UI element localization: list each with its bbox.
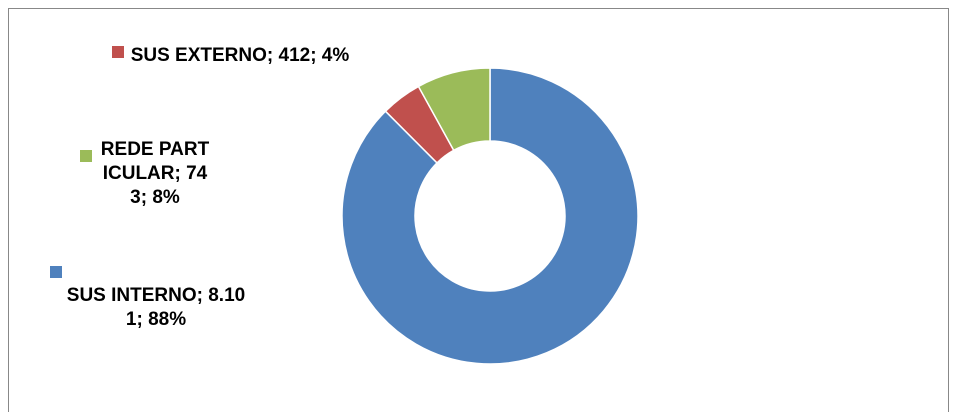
- data-label: SUS EXTERNO; 412; 4%: [130, 45, 350, 66]
- legend-marker: [50, 266, 62, 278]
- donut-slice: [417, 67, 491, 152]
- data-label: SUS INTERNO; 8.101; 88%: [66, 285, 246, 330]
- legend-marker: [112, 46, 124, 58]
- legend-marker: [80, 150, 92, 162]
- data-label: REDE PARTICULAR; 743; 8%: [100, 139, 210, 208]
